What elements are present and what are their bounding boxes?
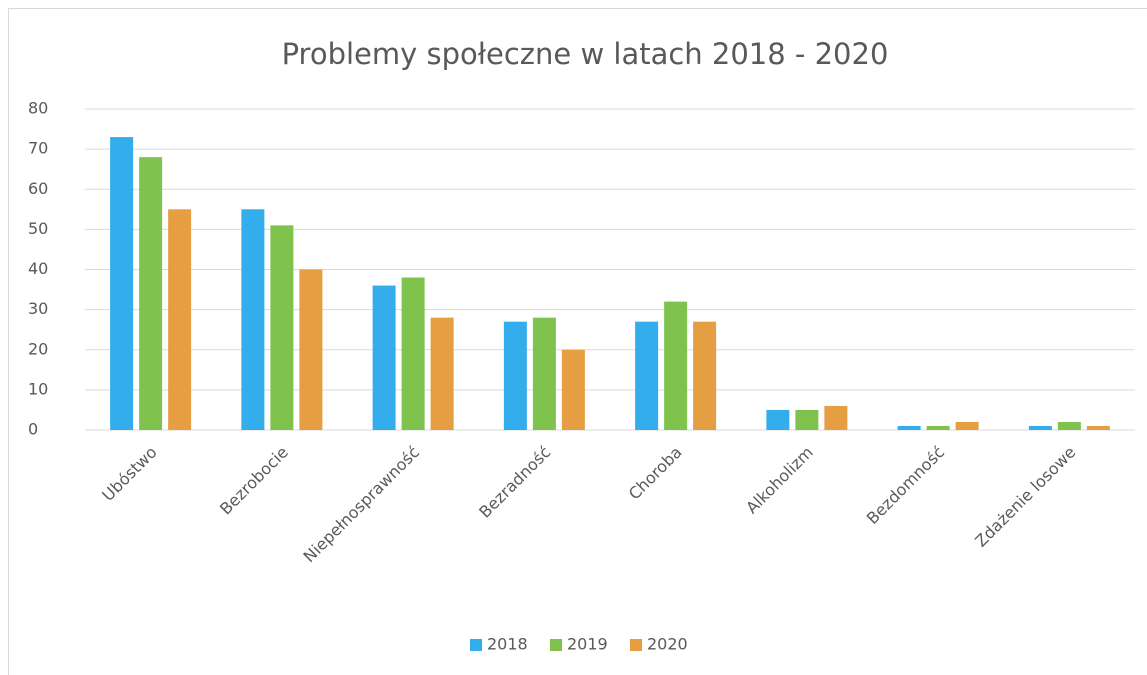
bar <box>664 301 688 430</box>
legend-swatch <box>470 639 482 651</box>
y-tick-label: 30 <box>28 299 48 318</box>
bar <box>693 321 717 430</box>
bar <box>635 321 659 430</box>
y-tick-label: 20 <box>28 339 48 358</box>
bar <box>241 209 265 430</box>
bar <box>561 349 585 430</box>
bar <box>1086 425 1110 430</box>
y-tick-label: 80 <box>28 99 48 118</box>
bar <box>926 425 950 430</box>
y-tick-label: 40 <box>28 259 48 278</box>
bar <box>766 409 790 430</box>
bar <box>299 269 323 430</box>
y-tick-label: 60 <box>28 179 48 198</box>
legend-label: 2018 <box>487 635 528 654</box>
bar <box>532 317 556 430</box>
bar <box>824 405 848 430</box>
bar <box>270 225 294 430</box>
bar <box>1057 421 1081 430</box>
y-tick-label: 70 <box>28 139 48 158</box>
legend-label: 2020 <box>647 635 688 654</box>
y-tick-label: 10 <box>28 379 48 398</box>
bar <box>168 209 192 430</box>
bar <box>139 157 163 430</box>
bar <box>1028 425 1052 430</box>
bar <box>430 317 454 430</box>
legend-swatch <box>630 639 642 651</box>
bar <box>503 321 527 430</box>
bar <box>897 425 921 430</box>
y-tick-label: 0 <box>28 420 38 439</box>
bar <box>372 285 396 430</box>
bar <box>795 409 819 430</box>
legend-label: 2019 <box>567 635 608 654</box>
bar <box>110 137 134 430</box>
legend-swatch <box>550 639 562 651</box>
chart-title: Problemy społeczne w latach 2018 - 2020 <box>282 37 889 71</box>
chart-border <box>8 8 1147 675</box>
y-tick-label: 50 <box>28 219 48 238</box>
bar <box>401 277 425 430</box>
bar <box>955 421 979 430</box>
